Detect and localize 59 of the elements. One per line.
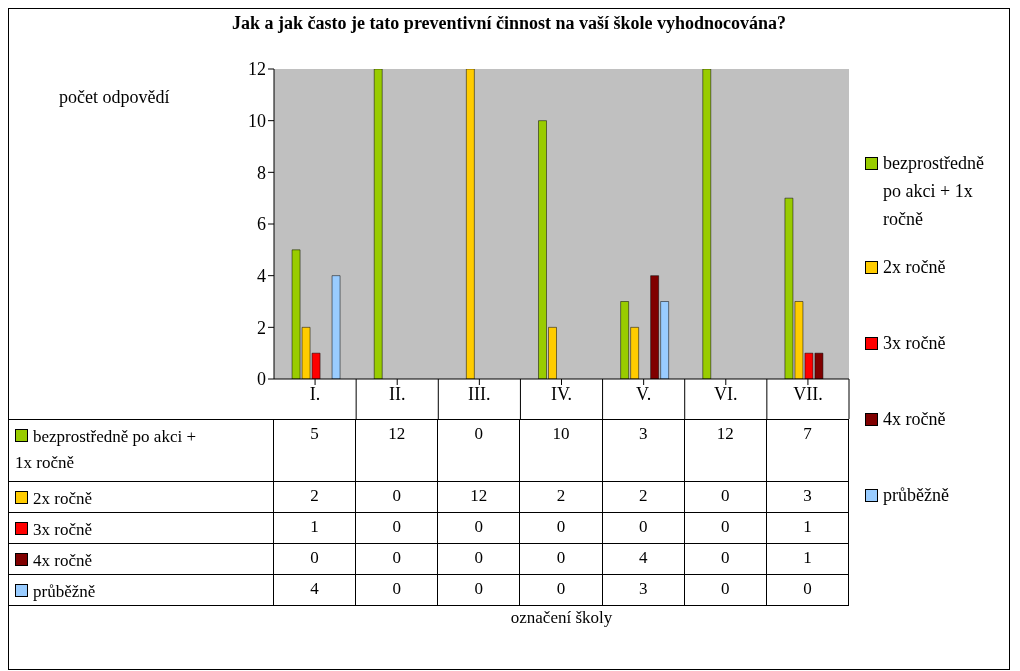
data-label: 12 [438,482,521,512]
data-label: 0 [520,544,603,574]
x-tick-label: VII. [793,383,823,404]
data-label: 0 [438,420,521,481]
x-tick-label: II. [388,383,406,404]
y-tick-label: 0 [257,369,266,390]
text: průběžně [33,582,96,601]
legend-label: průběžně [883,484,949,507]
data-label: 0 [438,544,521,574]
data-label: 0 [766,575,849,605]
data-label: 0 [356,575,439,605]
data-label: 1 [766,544,849,574]
y-tick-label: 12 [248,59,266,80]
data-label: 0 [356,544,439,574]
y-tick-label: 10 [248,111,266,132]
legend-label: 2x ročně [883,256,946,279]
y-tick-label: 2 [257,317,266,338]
data-label: 3 [602,420,685,481]
data-label: 3 [602,575,685,605]
data-label: 3 [766,482,849,512]
text: 4x ročně [33,551,93,570]
data-label: 12 [356,420,439,481]
data-label: 2 [520,482,603,512]
data-label: 0 [684,482,767,512]
x-tick-label: IV. [550,383,573,404]
data-label: 0 [438,575,521,605]
data-label: 7 [766,420,849,481]
data-label: 10 [520,420,603,481]
text: označení školy [9,605,849,628]
text: 2x ročně [33,489,93,508]
data-label: 0 [356,482,439,512]
data-label: 0 [438,513,521,543]
data-label: 2 [602,482,685,512]
legend-label: 4x ročně [883,408,946,431]
data-label: 0 [684,513,767,543]
data-label: 1 [274,513,357,543]
legend-label: bezprostředně po akci + 1x ročně [883,152,985,231]
legend-label: 3x ročně [883,332,946,355]
data-label: 0 [520,513,603,543]
data-label: 12 [684,420,767,481]
data-label: 0 [356,513,439,543]
y-tick-label: 6 [257,214,266,235]
text: bezprostředně po akci + 1x ročně [15,427,196,472]
data-label: 0 [602,513,685,543]
text: 3x ročně [33,520,93,539]
data-label: 0 [684,544,767,574]
y-tick-label: 8 [257,162,266,183]
x-tick-label: V. [636,383,652,404]
data-label: 4 [602,544,685,574]
data-label: 0 [520,575,603,605]
data-label: 1 [766,513,849,543]
y-tick-label: 4 [257,266,266,287]
x-tick-label: I. [309,383,321,404]
x-tick-label: III. [468,383,491,404]
y-axis-title: počet odpovědí [59,87,170,108]
data-label: 5 [274,420,357,481]
data-label: 0 [684,575,767,605]
chart-title: Jak a jak často je tato preventivní činnost na vaší škole vyhodnocována? [230,13,788,34]
x-tick-label: VI. [714,383,738,404]
